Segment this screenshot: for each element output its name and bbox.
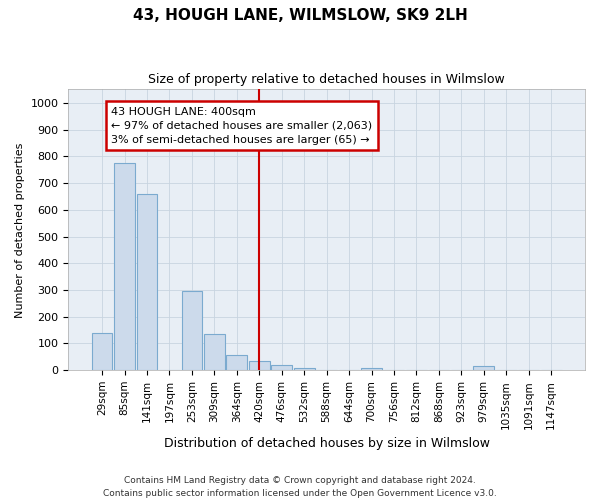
Bar bbox=[226, 356, 247, 370]
Text: 43, HOUGH LANE, WILMSLOW, SK9 2LH: 43, HOUGH LANE, WILMSLOW, SK9 2LH bbox=[133, 8, 467, 22]
Bar bbox=[92, 333, 112, 370]
Bar bbox=[361, 368, 382, 370]
Title: Size of property relative to detached houses in Wilmslow: Size of property relative to detached ho… bbox=[148, 72, 505, 86]
Bar bbox=[114, 163, 135, 370]
Bar bbox=[249, 362, 269, 370]
Bar bbox=[182, 292, 202, 370]
Bar bbox=[204, 334, 224, 370]
Bar bbox=[271, 366, 292, 370]
Bar bbox=[294, 368, 314, 370]
Bar bbox=[137, 194, 157, 370]
Y-axis label: Number of detached properties: Number of detached properties bbox=[15, 142, 25, 318]
Text: 43 HOUGH LANE: 400sqm
← 97% of detached houses are smaller (2,063)
3% of semi-de: 43 HOUGH LANE: 400sqm ← 97% of detached … bbox=[111, 107, 372, 145]
X-axis label: Distribution of detached houses by size in Wilmslow: Distribution of detached houses by size … bbox=[164, 437, 490, 450]
Text: Contains HM Land Registry data © Crown copyright and database right 2024.
Contai: Contains HM Land Registry data © Crown c… bbox=[103, 476, 497, 498]
Bar bbox=[473, 366, 494, 370]
